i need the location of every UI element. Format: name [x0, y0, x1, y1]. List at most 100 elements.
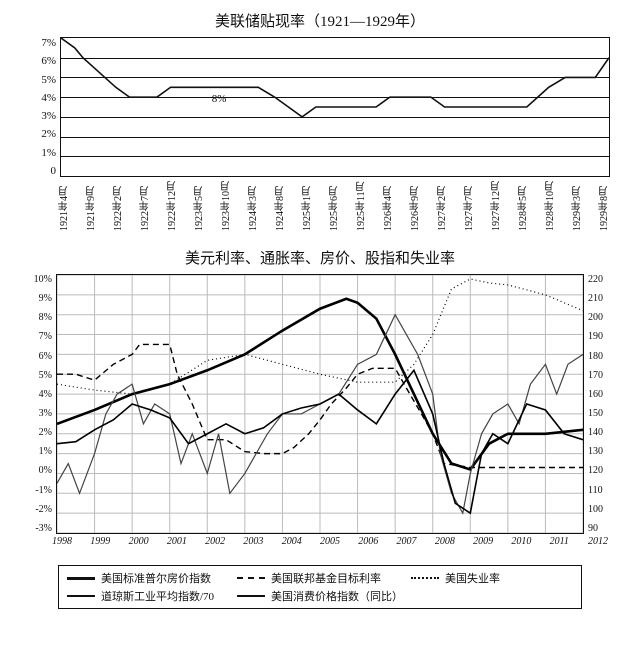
chart2-xtick: 1998	[52, 536, 72, 547]
chart2-ytick-right: 190	[588, 331, 603, 342]
chart2-ytick-right: 100	[588, 504, 603, 515]
chart1-xtick: 1922年12月	[168, 181, 178, 231]
legend-item-house_price_index: 美国标准普尔房价指数	[67, 570, 229, 586]
chart2-xtick: 2004	[282, 536, 302, 547]
chart1-xtick: 1929年3月	[573, 181, 583, 231]
chart2-xtick: 2009	[473, 536, 493, 547]
chart2-ytick-left: 8%	[39, 312, 52, 323]
chart1-xtick: 1922年7月	[141, 181, 151, 231]
chart2-yaxis-left: 10% 9% 8% 7% 6% 5% 4% 3% 2% 1% 0% -1% -2% -3%	[20, 274, 56, 534]
chart2-svg	[57, 275, 583, 533]
chart1-ytick: 5%	[41, 74, 56, 86]
chart2-ytick-left: 1%	[39, 446, 52, 457]
legend-label: 美国失业率	[445, 570, 500, 586]
chart1-xtick: 1923年10月	[222, 181, 232, 231]
chart2-ytick-left: -1%	[35, 485, 52, 496]
chart2-xtick: 2010	[511, 536, 531, 547]
legend-label: 美国联邦基金目标利率	[271, 570, 381, 586]
chart2-ytick-right: 180	[588, 351, 603, 362]
chart2-ytick-left: 5%	[39, 370, 52, 381]
chart1-xtick: 1925年1月	[303, 181, 313, 231]
chart2-legend: 美国标准普尔房价指数 美国联邦基金目标利率 美国失业率道琼斯工业平均指数/70 美国消…	[58, 565, 582, 609]
chart2-ytick-right: 200	[588, 312, 603, 323]
chart1-ytick: 3%	[41, 110, 56, 122]
legend-swatch	[237, 595, 265, 597]
chart2-ytick-right: 170	[588, 370, 603, 381]
chart2-ytick-left: 4%	[39, 389, 52, 400]
chart1-xaxis: 1921年4月 1921年9月 1922年2月 1922年7月 1922年12月 1923…	[60, 181, 610, 231]
chart1-plot: 8%	[60, 37, 610, 177]
chart2-ytick-left: 7%	[39, 331, 52, 342]
chart1-xtick: 1926年9月	[411, 181, 421, 231]
chart2-ytick-left: 9%	[39, 293, 52, 304]
chart1-xtick: 1922年2月	[114, 181, 124, 231]
chart1-xtick: 1927年7月	[465, 181, 475, 231]
chart1-xtick: 1925年6月	[330, 181, 340, 231]
legend-item-fed_funds_target: 美国联邦基金目标利率	[237, 570, 403, 586]
chart2-ytick-right: 120	[588, 465, 603, 476]
chart2-ytick-left: 3%	[39, 408, 52, 419]
legend-swatch	[67, 577, 95, 580]
chart1: 7% 6% 5% 4% 3% 2% 1% 0 8%	[30, 37, 610, 177]
chart2-xtick: 2011	[550, 536, 569, 547]
chart1-annotation: 8%	[212, 93, 227, 105]
chart1-ytick: 4%	[41, 92, 56, 104]
chart2-xtick: 2001	[167, 536, 187, 547]
chart2-ytick-right: 140	[588, 427, 603, 438]
chart2-xtick: 1999	[90, 536, 110, 547]
chart1-xtick: 1927年12月	[492, 181, 502, 231]
chart2-ytick-left: 6%	[39, 351, 52, 362]
chart2-xtick: 2006	[358, 536, 378, 547]
chart2-ytick-left: -3%	[35, 523, 52, 534]
chart2-xtick: 2012	[588, 536, 608, 547]
chart2-ytick-right: 150	[588, 408, 603, 419]
chart1-yaxis: 7% 6% 5% 4% 3% 2% 1% 0	[30, 37, 60, 177]
chart1-ytick: 2%	[41, 128, 56, 140]
chart2-ytick-left: -2%	[35, 504, 52, 515]
chart1-xtick: 1927年2月	[438, 181, 448, 231]
legend-item-cpi_yoy: 美国消费价格指数（同比）	[237, 588, 403, 604]
chart2-ytick-left: 2%	[39, 427, 52, 438]
legend-label: 美国标准普尔房价指数	[101, 570, 211, 586]
chart1-xtick: 1921年9月	[87, 181, 97, 231]
legend-item-dow_over_70: 道琼斯工业平均指数/70	[67, 588, 229, 604]
chart1-ytick: 0	[51, 165, 57, 177]
chart2-plot	[56, 274, 584, 534]
legend-item-unemployment_rate: 美国失业率	[411, 570, 573, 586]
chart1-ytick: 1%	[41, 147, 56, 159]
chart2-xtick: 2008	[435, 536, 455, 547]
legend-swatch	[411, 577, 439, 579]
chart1-xtick: 1928年5月	[519, 181, 529, 231]
chart2-title: 美元利率、通胀率、房价、股指和失业率	[8, 247, 632, 268]
chart1-xtick: 1929年8月	[600, 181, 610, 231]
chart1-xtick: 1923年5月	[195, 181, 205, 231]
chart2-ytick-right: 130	[588, 446, 603, 457]
chart2-xtick: 2007	[397, 536, 417, 547]
chart1-xtick: 1924年3月	[249, 181, 259, 231]
chart1-ytick: 7%	[41, 37, 56, 49]
chart2-xtick: 2000	[129, 536, 149, 547]
chart2-yaxis-right: 220 210 200 190 180 170 160 150 140 130 120 110 100 9…	[584, 274, 620, 534]
legend-label: 美国消费价格指数（同比）	[271, 588, 403, 604]
chart2-ytick-right: 210	[588, 293, 603, 304]
chart2-ytick-right: 90	[588, 523, 598, 534]
chart1-xtick: 1925年11月	[357, 181, 367, 231]
chart2-ytick-right: 160	[588, 389, 603, 400]
legend-swatch	[237, 577, 265, 579]
chart2-xtick: 2003	[243, 536, 263, 547]
chart2-ytick-right: 220	[588, 274, 603, 285]
chart2-xtick: 2005	[320, 536, 340, 547]
chart1-ytick: 6%	[41, 55, 56, 67]
chart2-xtick: 2002	[205, 536, 225, 547]
chart2-ytick-left: 10%	[34, 274, 52, 285]
chart1-title: 美联储贴现率（1921—1929年）	[8, 10, 632, 31]
chart1-xtick: 1924年8月	[276, 181, 286, 231]
chart2-ytick-right: 110	[588, 485, 603, 496]
chart2-ytick-left: 0%	[39, 465, 52, 476]
page: 美联储贴现率（1921—1929年） 7% 6% 5% 4% 3% 2% 1% 0 8% 19…	[0, 0, 640, 669]
chart2-xaxis: 1998 1999 2000 2001 2002 2003 2004 2005 2006 2007…	[52, 536, 588, 547]
legend-swatch	[67, 595, 95, 597]
legend-label: 道琼斯工业平均指数/70	[101, 588, 214, 604]
chart1-xtick: 1921年4月	[60, 181, 70, 231]
chart1-xtick: 1926年4月	[384, 181, 394, 231]
